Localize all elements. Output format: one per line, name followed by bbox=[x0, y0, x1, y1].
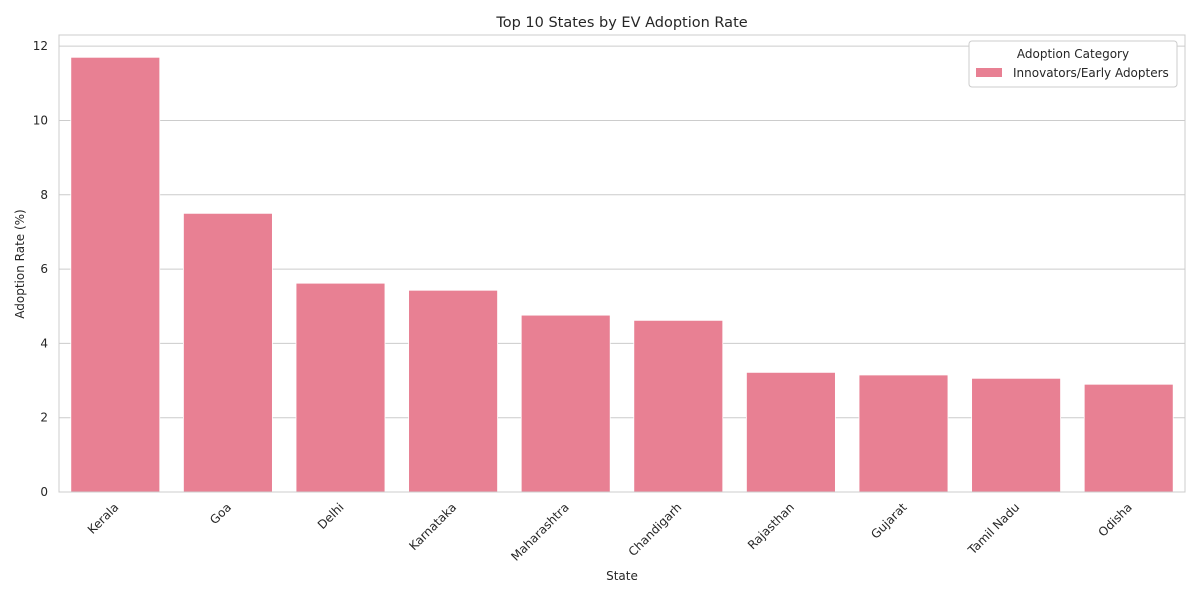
bar bbox=[746, 371, 836, 493]
legend-entry-label: Innovators/Early Adopters bbox=[1013, 66, 1169, 80]
bar bbox=[971, 377, 1061, 493]
y-tick-label: 8 bbox=[40, 188, 48, 202]
x-tick-label: Maharashtra bbox=[508, 500, 572, 564]
x-tick-label: Rajasthan bbox=[745, 500, 797, 552]
bar bbox=[858, 374, 949, 493]
chart-title: Top 10 States by EV Adoption Rate bbox=[495, 15, 747, 31]
y-tick-label: 4 bbox=[40, 336, 48, 350]
plot-frame bbox=[58, 34, 1186, 493]
y-tick-label: 6 bbox=[40, 262, 48, 276]
y-tick-label: 0 bbox=[40, 485, 48, 499]
bar bbox=[633, 319, 724, 493]
x-tick-label: Tamil Nadu bbox=[965, 500, 1023, 558]
x-tick-label: Karnataka bbox=[406, 500, 459, 553]
x-tick-label: Gujarat bbox=[868, 500, 910, 542]
bar bbox=[70, 56, 161, 493]
legend-box bbox=[968, 40, 1178, 88]
y-tick-label: 12 bbox=[33, 39, 48, 53]
x-tick-label: Delhi bbox=[315, 500, 347, 532]
legend-swatch bbox=[976, 68, 1002, 77]
x-tick-label: Chandigarh bbox=[626, 500, 685, 559]
legend-title: Adoption Category bbox=[1017, 47, 1129, 61]
bar bbox=[1083, 383, 1174, 493]
x-tick-label: Goa bbox=[207, 500, 234, 527]
plot-area-border bbox=[58, 34, 1186, 493]
bar bbox=[183, 212, 273, 493]
bar bbox=[295, 282, 386, 493]
y-tick-label: 10 bbox=[33, 113, 48, 127]
bar bbox=[408, 289, 498, 493]
x-axis-label: State bbox=[606, 569, 638, 583]
y-axis-label: Adoption Rate (%) bbox=[13, 209, 27, 318]
bar bbox=[520, 314, 611, 493]
x-tick-label: Odisha bbox=[1095, 500, 1134, 539]
bars bbox=[70, 56, 1174, 493]
y-tick-label: 2 bbox=[40, 411, 48, 425]
x-tick-label: Kerala bbox=[85, 500, 122, 537]
legend: Adoption Category Innovators/Early Adopt… bbox=[968, 40, 1178, 88]
